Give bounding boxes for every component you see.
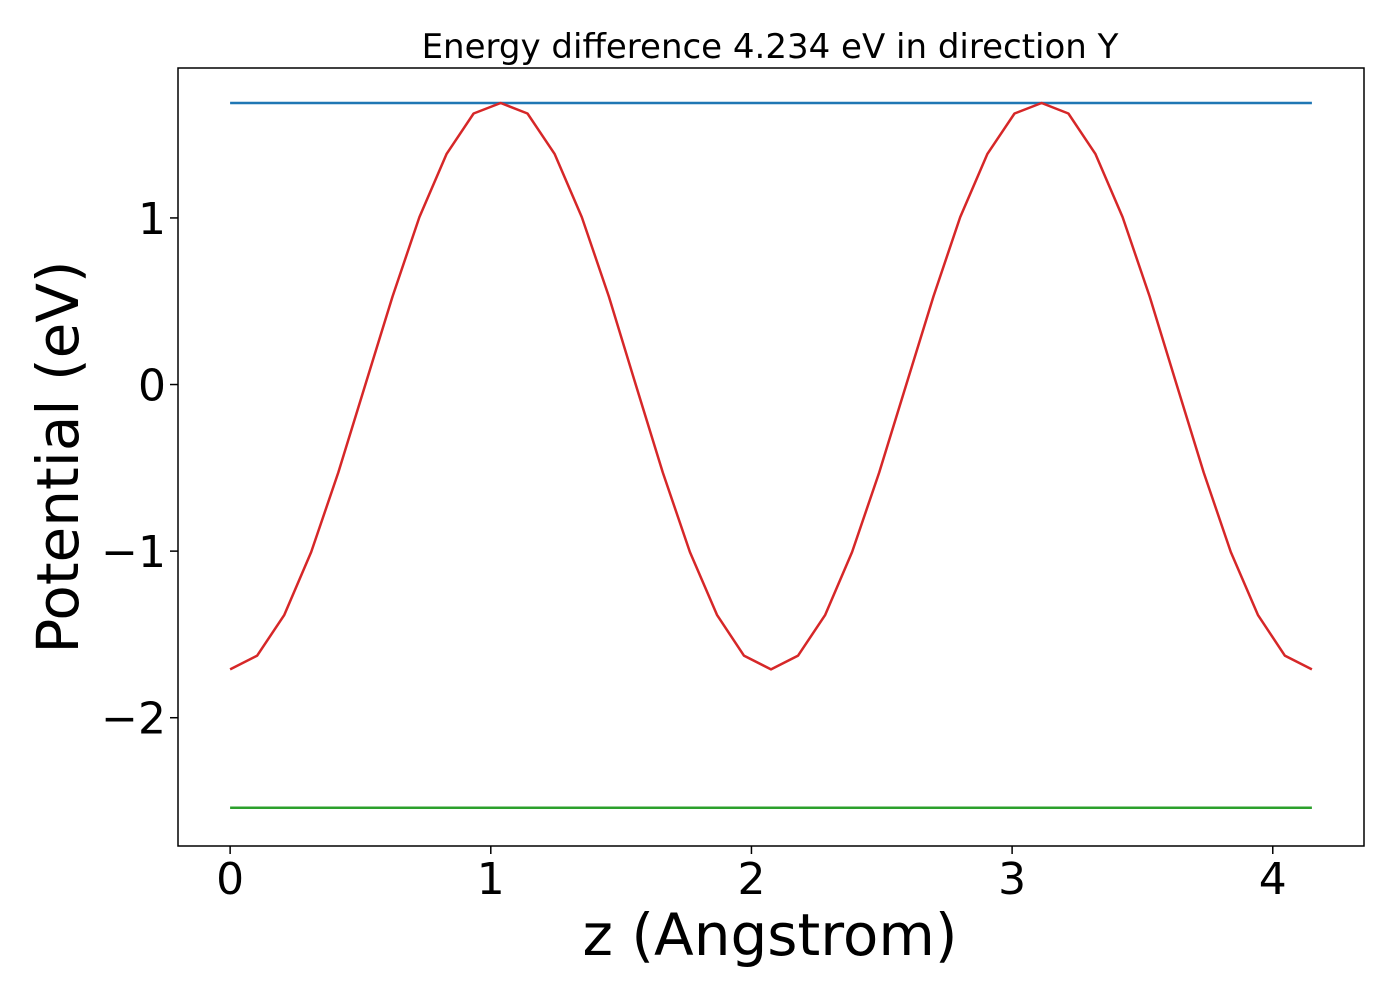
x-axis-label: z (Angstrom) [583, 901, 958, 969]
plot-frame [177, 67, 1365, 847]
series-layer [229, 101, 1313, 809]
x-tick-label: 4 [1259, 854, 1287, 905]
x-tick-label: 1 [477, 854, 505, 905]
y-axis: −2 −1 0 1 [101, 194, 178, 745]
y-tick-label: 0 [138, 361, 166, 412]
chart-title: Energy difference 4.234 eV in direction … [422, 27, 1119, 67]
y-tick-label: −2 [101, 694, 166, 745]
x-tick-label: 0 [216, 854, 244, 905]
y-tick-label: −1 [101, 527, 166, 578]
series-line-1 [229, 101, 1313, 671]
x-axis: 0 1 2 3 4 [216, 846, 1287, 905]
y-axis-label: Potential (eV) [24, 260, 92, 653]
y-tick-label: 1 [138, 194, 166, 245]
x-tick-label: 2 [737, 854, 765, 905]
x-tick-label: 3 [998, 854, 1026, 905]
